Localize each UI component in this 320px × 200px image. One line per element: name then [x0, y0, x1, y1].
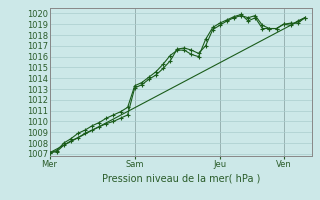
X-axis label: Pression niveau de la mer( hPa ): Pression niveau de la mer( hPa ) — [102, 173, 260, 183]
